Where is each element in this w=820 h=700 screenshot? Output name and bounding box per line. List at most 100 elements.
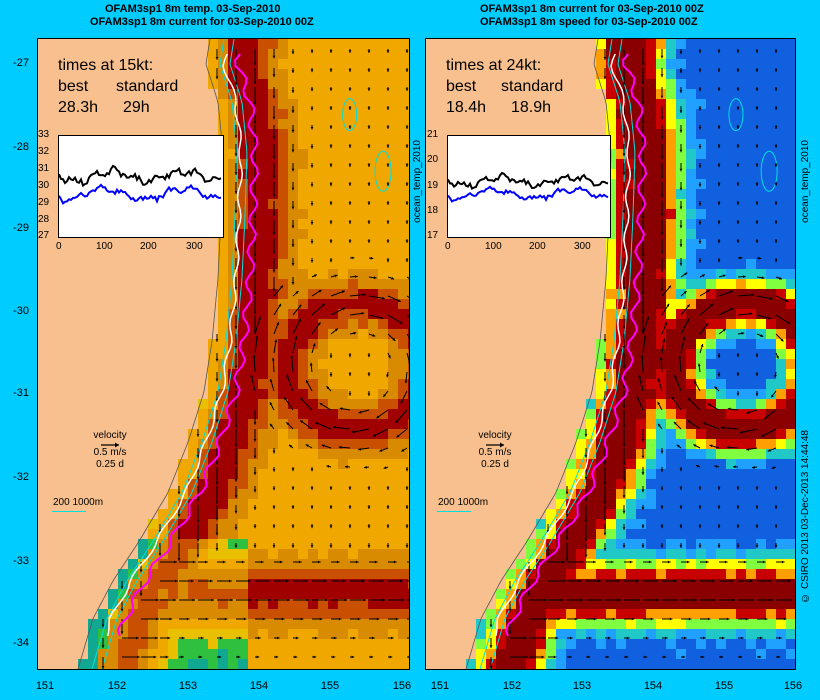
field-cell <box>676 89 686 99</box>
field-cell <box>358 269 368 279</box>
field-cell <box>108 389 118 399</box>
field-cell <box>686 269 696 279</box>
field-cell <box>686 439 696 449</box>
field-cell <box>328 349 338 359</box>
field-cell <box>516 499 526 509</box>
velocity-arrowhead <box>367 221 371 224</box>
field-cell <box>38 229 48 239</box>
field-cell <box>238 159 248 169</box>
field-cell <box>138 399 148 409</box>
field-cell <box>706 459 716 469</box>
field-cell <box>68 539 78 549</box>
field-cell <box>426 39 436 49</box>
field-cell <box>486 389 496 399</box>
field-cell <box>48 629 58 639</box>
field-cell <box>456 49 466 59</box>
field-cell <box>148 249 158 259</box>
field-cell <box>328 399 338 409</box>
velocity-arrowhead <box>136 636 139 640</box>
speed-map[interactable] <box>426 39 795 669</box>
field-cell <box>348 189 358 199</box>
temperature-map-panel[interactable] <box>37 38 410 670</box>
velocity-arrowhead <box>101 645 105 648</box>
field-cell <box>338 559 348 569</box>
field-cell <box>526 79 536 89</box>
field-cell <box>656 379 666 389</box>
field-cell <box>388 409 398 419</box>
field-cell <box>148 379 158 389</box>
field-cell <box>128 69 138 79</box>
field-cell <box>308 239 318 249</box>
field-cell <box>716 429 726 439</box>
field-cell <box>168 369 178 379</box>
field-cell <box>128 109 138 119</box>
field-cell <box>636 349 646 359</box>
field-cell <box>726 209 736 219</box>
field-cell <box>398 329 408 339</box>
field-cell <box>188 289 198 299</box>
field-cell <box>178 529 188 539</box>
field-cell <box>368 519 378 529</box>
field-cell <box>756 329 766 339</box>
field-cell <box>248 659 258 669</box>
field-cell <box>118 549 128 559</box>
field-cell <box>148 269 158 279</box>
field-cell <box>766 269 776 279</box>
field-cell <box>328 469 338 479</box>
velocity-arrowhead <box>405 183 409 186</box>
field-cell <box>536 499 546 509</box>
field-cell <box>348 399 358 409</box>
field-cell <box>368 289 378 299</box>
field-cell <box>178 269 188 279</box>
field-cell <box>666 39 676 49</box>
velocity-arrowhead <box>296 636 299 640</box>
field-cell <box>168 549 178 559</box>
field-cell <box>706 399 716 409</box>
field-cell <box>398 479 408 489</box>
field-cell <box>408 229 409 239</box>
field-cell <box>168 109 178 119</box>
velocity-arrowhead <box>310 260 314 263</box>
field-cell <box>776 109 786 119</box>
field-cell <box>278 329 288 339</box>
field-cell <box>258 459 268 469</box>
field-cell <box>766 109 776 119</box>
field-cell <box>48 129 58 139</box>
field-cell <box>398 569 408 579</box>
field-cell <box>686 239 696 249</box>
field-cell <box>656 449 666 459</box>
field-cell <box>408 249 409 259</box>
velocity-arrowhead <box>381 579 384 583</box>
field-cell <box>666 279 676 289</box>
field-cell <box>646 489 656 499</box>
field-cell <box>378 609 388 619</box>
field-cell <box>48 199 58 209</box>
field-cell <box>228 589 238 599</box>
field-cell <box>228 619 238 629</box>
field-cell <box>368 269 378 279</box>
field-cell <box>258 659 268 669</box>
field-cell <box>208 279 218 289</box>
field-cell <box>48 549 58 559</box>
field-cell <box>168 639 178 649</box>
velocity-arrowhead <box>348 126 352 129</box>
field-cell <box>208 409 218 419</box>
field-cell <box>596 129 606 139</box>
field-cell <box>58 379 68 389</box>
field-cell <box>426 419 436 429</box>
field-cell <box>596 299 606 309</box>
field-cell <box>38 569 48 579</box>
field-cell <box>566 99 576 109</box>
field-cell <box>716 49 726 59</box>
field-cell <box>456 259 466 269</box>
field-cell <box>128 439 138 449</box>
field-cell <box>88 419 98 429</box>
speed-map-panel[interactable] <box>425 38 796 670</box>
field-cell <box>338 379 348 389</box>
field-cell <box>118 259 128 269</box>
temperature-map[interactable] <box>38 39 409 669</box>
field-cell <box>686 379 696 389</box>
field-cell <box>576 59 586 69</box>
field-cell <box>118 349 128 359</box>
field-cell <box>426 479 436 489</box>
